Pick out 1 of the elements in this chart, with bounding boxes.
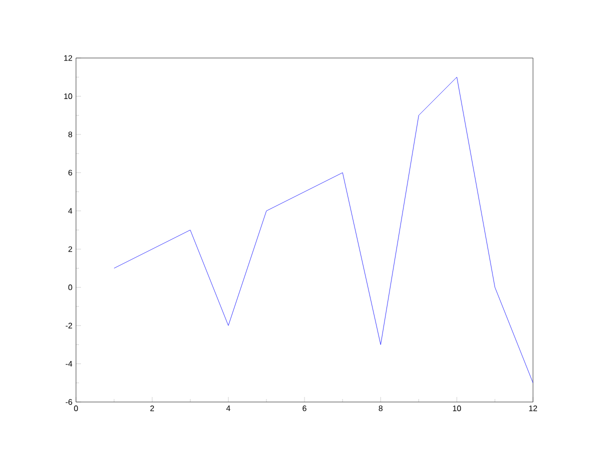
line-series bbox=[114, 76, 534, 384]
